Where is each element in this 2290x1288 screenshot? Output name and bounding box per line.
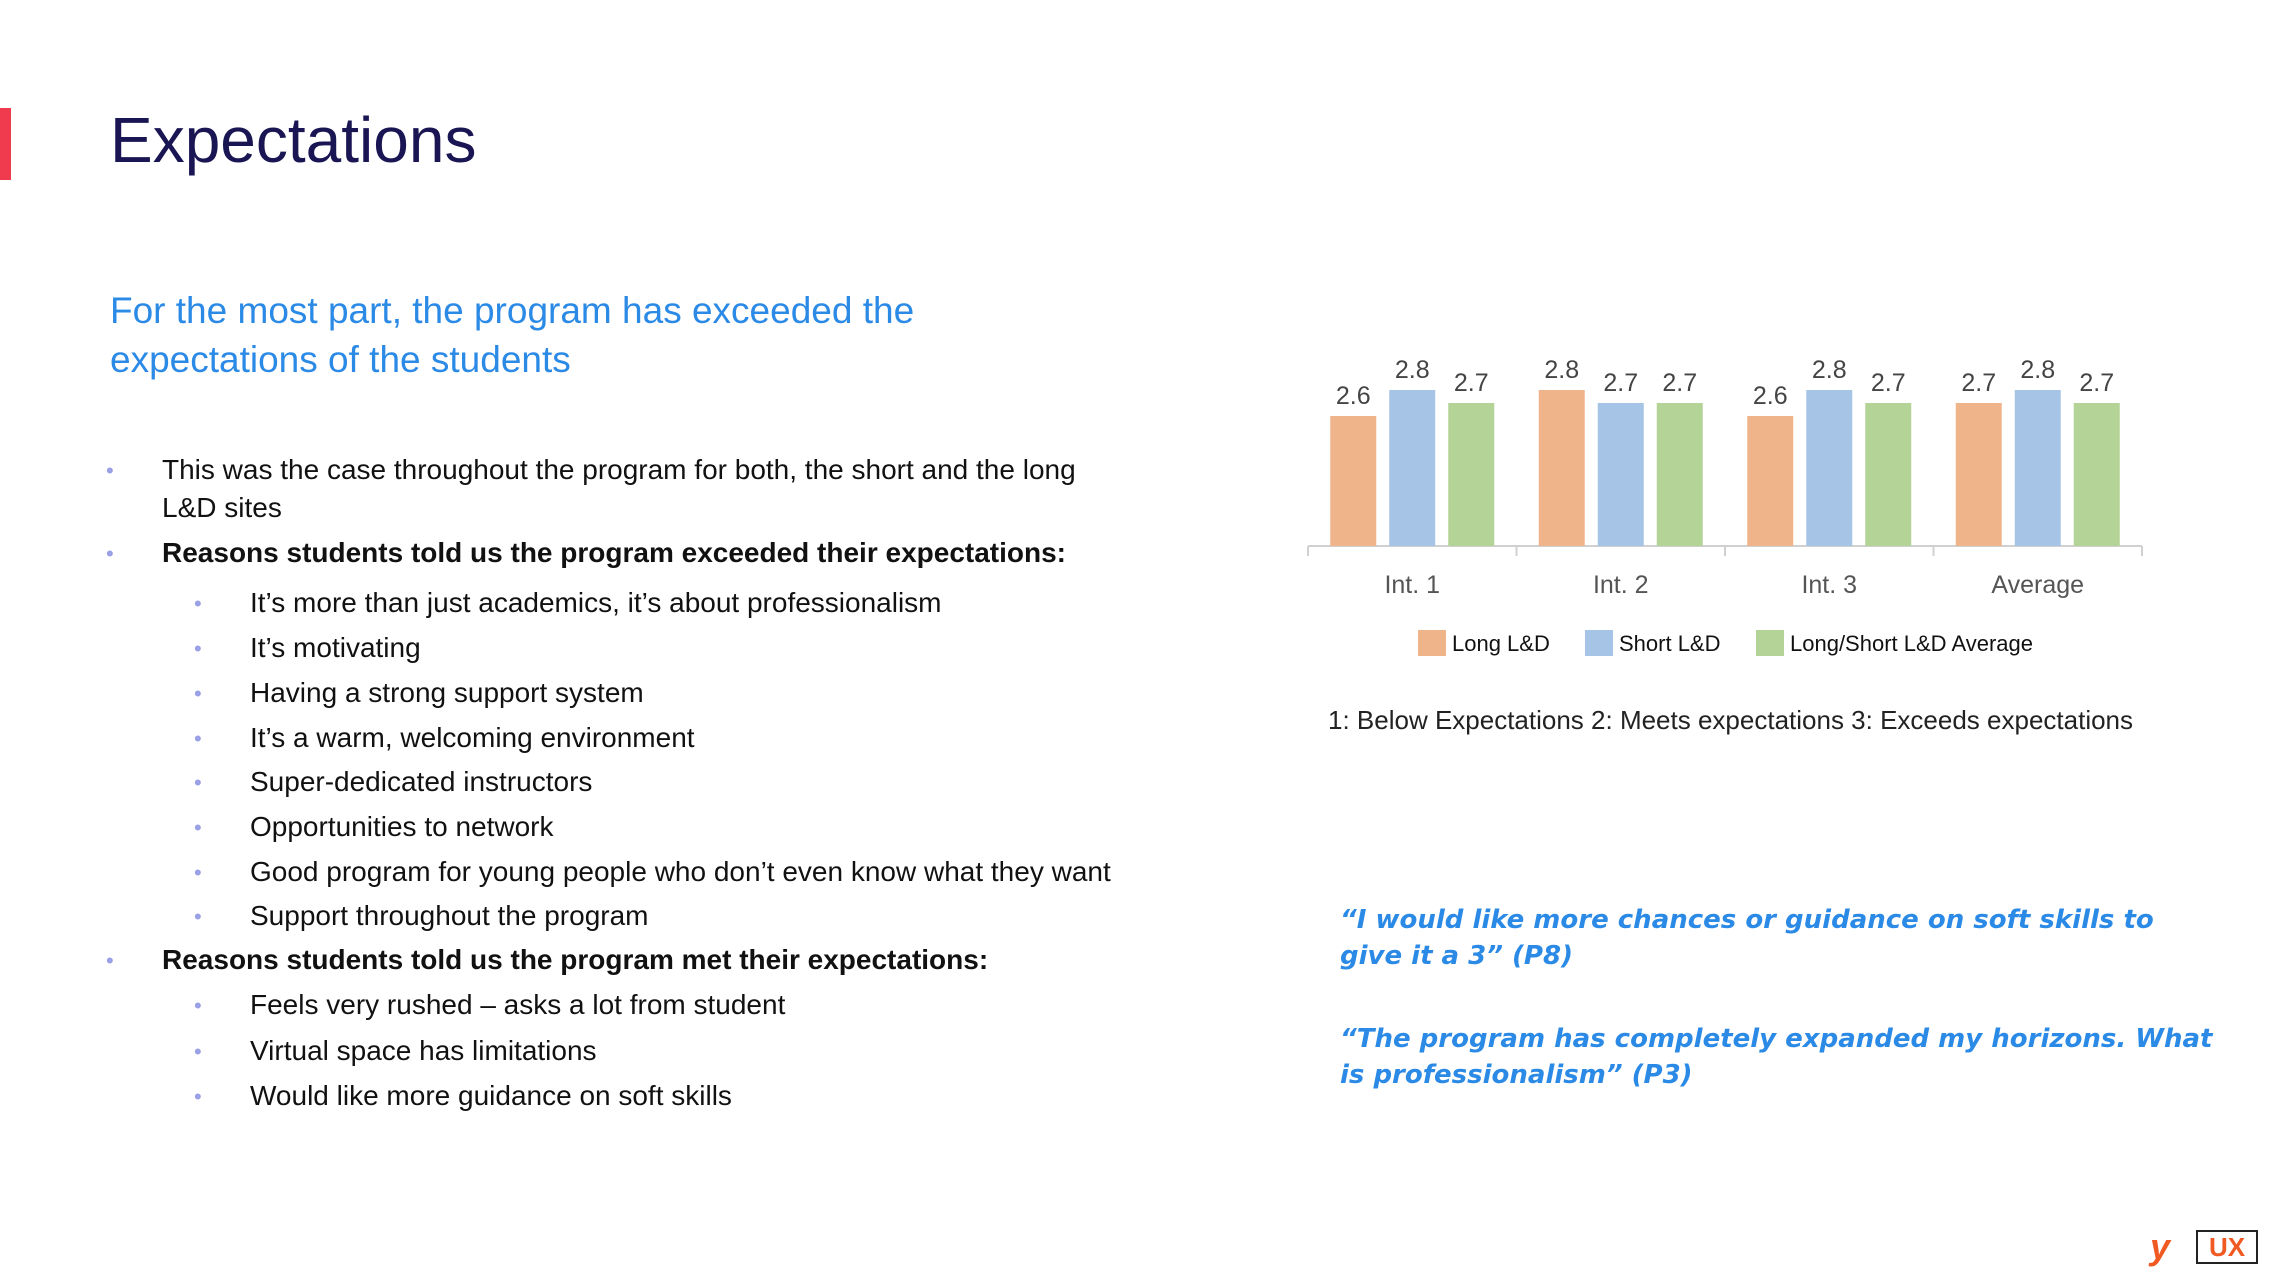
data-label: 2.7: [1871, 369, 1906, 397]
sub-bullet-dot: •: [194, 591, 202, 616]
page-title: Expectations: [110, 104, 477, 176]
bar: [1656, 403, 1703, 546]
data-label: 2.7: [1454, 369, 1489, 397]
data-label: 2.8: [1544, 356, 1579, 384]
legend-swatch: [1418, 630, 1446, 656]
logo-mark-icon: y: [2150, 1226, 2171, 1267]
bar: [1389, 390, 1436, 546]
data-label: 2.7: [2079, 369, 2114, 397]
legend-label: Long/Short L&D Average: [1790, 631, 2033, 656]
sub-bullet-dot: •: [194, 1039, 202, 1064]
sub-bullet-dot: •: [194, 904, 202, 929]
data-label: 2.8: [1395, 356, 1430, 384]
list-item: Good program for young people who don’t …: [250, 856, 1111, 887]
bullet-list: • This was the case throughout the progr…: [0, 0, 1200, 1150]
legend-swatch: [1756, 630, 1784, 656]
data-label: 2.7: [1662, 369, 1697, 397]
sub-bullet-dot: •: [194, 726, 202, 751]
sub-bullet-dot: •: [194, 860, 202, 885]
sub-bullet-dot: •: [194, 993, 202, 1018]
x-tick-label: Int. 1: [1384, 571, 1440, 599]
accent-bar: [0, 108, 11, 180]
data-label: 2.8: [1812, 356, 1847, 384]
sub-bullet-dot: •: [194, 770, 202, 795]
logo-ux-box: UX: [2196, 1230, 2258, 1264]
bullet-heading-exceeded: Reasons students told us the program exc…: [162, 537, 1066, 568]
bar: [1865, 403, 1912, 546]
data-label: 2.6: [1336, 382, 1371, 410]
data-label: 2.6: [1753, 382, 1788, 410]
list-item: It’s motivating: [250, 632, 421, 663]
bullet-dot: •: [106, 458, 114, 483]
sub-bullet-dot: •: [194, 1084, 202, 1109]
data-label: 2.7: [1961, 369, 1996, 397]
legend-label: Long L&D: [1452, 631, 1550, 656]
sub-bullet-dot: •: [194, 815, 202, 840]
bullet-dot: •: [106, 948, 114, 973]
list-item: Feels very rushed – asks a lot from stud…: [250, 989, 786, 1020]
list-item: Super-dedicated instructors: [250, 766, 593, 797]
bar: [1597, 403, 1644, 546]
list-item: It’s more than just academics, it’s abou…: [250, 587, 942, 618]
page-subtitle: For the most part, the program has excee…: [110, 290, 915, 380]
list-item: Support throughout the program: [250, 900, 649, 931]
bar: [1330, 416, 1377, 546]
bar: [2073, 403, 2120, 546]
bar: [2014, 390, 2061, 546]
list-item: Having a strong support system: [250, 677, 644, 708]
scale-note: 1: Below Expectations 2: Meets expectati…: [1328, 705, 2134, 735]
list-item: It’s a warm, welcoming environment: [250, 722, 695, 753]
bullet-heading-met: Reasons students told us the program met…: [162, 944, 989, 975]
legend-label: Short L&D: [1619, 631, 1721, 656]
bar: [1955, 403, 2002, 546]
bar: [1538, 390, 1585, 546]
list-item: Would like more guidance on soft skills: [250, 1080, 732, 1111]
bullet-item-continuation: L&D sites: [162, 492, 282, 523]
bar: [1806, 390, 1853, 546]
list-item: Opportunities to network: [250, 811, 554, 842]
x-tick-label: Average: [1991, 571, 2084, 599]
quote-p8: “I would like more chances or guidance o…: [1340, 905, 2154, 971]
quote-p3: “The program has completely expanded my …: [1340, 1024, 2213, 1090]
bar: [1448, 403, 1495, 546]
sub-bullet-dot: •: [194, 636, 202, 661]
x-tick-label: Int. 2: [1593, 571, 1649, 599]
legend-swatch: [1585, 630, 1613, 656]
data-label: 2.8: [2020, 356, 2055, 384]
company-logo: y UX: [2150, 1226, 2270, 1267]
sub-bullet-dot: •: [194, 681, 202, 706]
bar: [1747, 416, 1794, 546]
x-tick-label: Int. 3: [1801, 571, 1857, 599]
bullet-dot: •: [106, 541, 114, 566]
list-item: Virtual space has limitations: [250, 1035, 597, 1066]
data-label: 2.7: [1603, 369, 1638, 397]
bullet-item: This was the case throughout the program…: [162, 454, 1076, 485]
